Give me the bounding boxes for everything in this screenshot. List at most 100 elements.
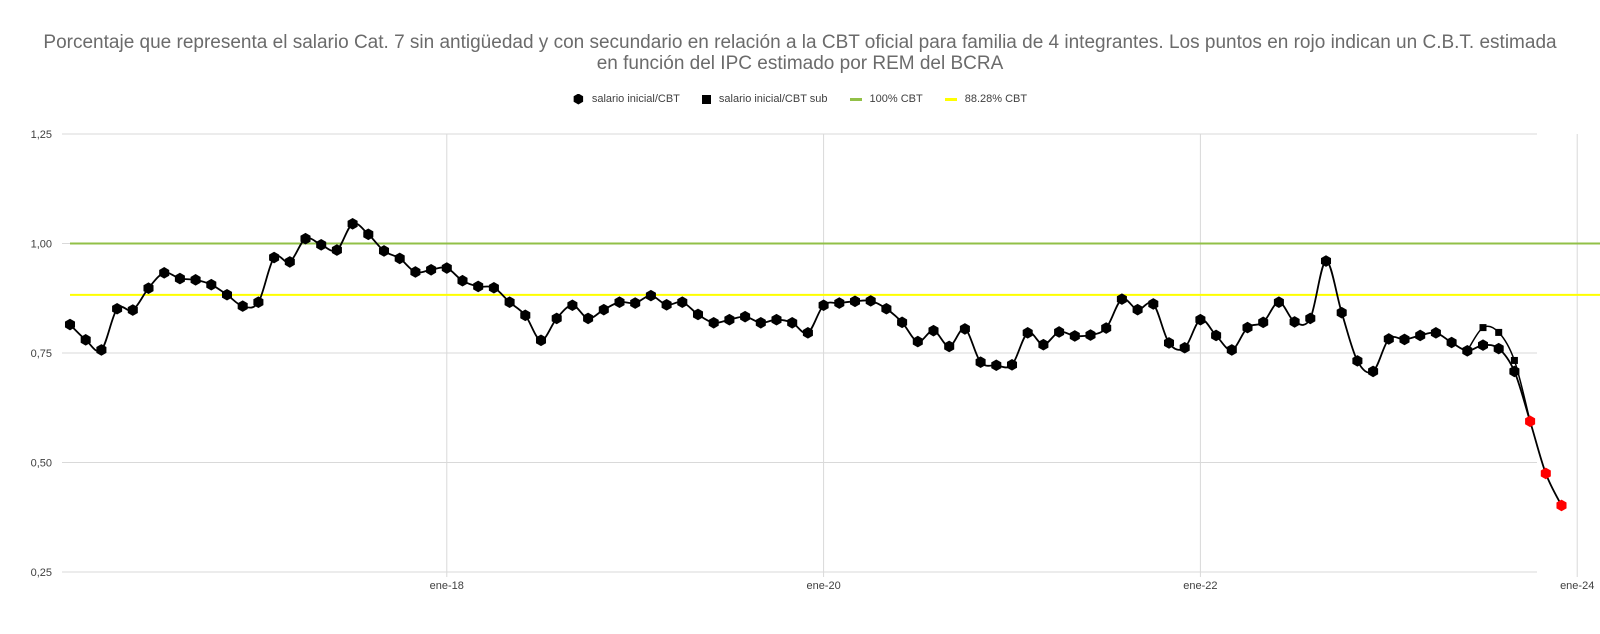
- data-point: [520, 309, 531, 322]
- data-point: [1132, 303, 1143, 316]
- data-point: [692, 308, 704, 321]
- legend-label: salario inicial/CBT sub: [718, 93, 828, 105]
- data-point: [112, 302, 123, 315]
- data-point: [1101, 322, 1112, 334]
- data-point: [1148, 298, 1159, 310]
- data-point: [1399, 333, 1410, 346]
- legend-label: salario inicial/CBT: [591, 93, 680, 105]
- legend: salario inicial/CBT salario inicial/CBT …: [0, 93, 1600, 105]
- data-point: [1054, 326, 1065, 338]
- data-point: [1258, 316, 1269, 329]
- y-tick-label: 1,25: [31, 129, 52, 141]
- data-point: [1195, 313, 1206, 326]
- data-point: [865, 295, 876, 307]
- data-point: [127, 304, 138, 316]
- data-point: [1462, 345, 1473, 357]
- data-point: [583, 312, 594, 325]
- data-point: [378, 245, 390, 257]
- data-point-estimated: [1556, 499, 1567, 512]
- data-point: [535, 334, 547, 347]
- data-point: [80, 334, 91, 346]
- x-tick-label: ene-22: [1183, 580, 1217, 592]
- legend-line-marker: [944, 97, 957, 101]
- data-point: [551, 312, 562, 325]
- data-point: [473, 280, 484, 293]
- data-point: [708, 316, 719, 329]
- data-point: [645, 289, 656, 302]
- data-point: [928, 324, 939, 337]
- data-point: [1430, 327, 1441, 339]
- data-point: [300, 232, 311, 245]
- data-point: [1305, 312, 1316, 325]
- data-point: [567, 299, 578, 312]
- data-point: [1273, 296, 1284, 308]
- data-point: [1242, 321, 1253, 334]
- data-point-sub: [1495, 328, 1503, 336]
- x-tick-label: ene-18: [430, 580, 464, 592]
- data-point: [504, 296, 515, 308]
- data-point: [1211, 329, 1222, 342]
- data-point: [724, 313, 735, 326]
- data-point: [1289, 316, 1300, 328]
- series-line-salario-cbt: [69, 222, 1563, 506]
- data-point: [1179, 341, 1190, 354]
- data-point: [64, 318, 76, 331]
- data-point: [959, 323, 970, 335]
- data-point-sub: [1479, 324, 1487, 332]
- data-point: [190, 274, 201, 286]
- data-point: [1477, 339, 1489, 351]
- legend-item-88-cbt: 88.28% CBT: [944, 93, 1028, 105]
- data-point: [630, 297, 641, 309]
- data-point: [661, 299, 672, 311]
- data-point: [1163, 337, 1175, 349]
- data-point: [1446, 336, 1457, 349]
- data-point: [944, 340, 955, 353]
- data-point: [237, 300, 248, 312]
- data-point: [426, 263, 437, 276]
- data-point: [1116, 293, 1127, 305]
- data-point: [96, 344, 107, 356]
- y-tick-label: 1,00: [31, 239, 52, 251]
- data-point: [614, 296, 625, 308]
- data-point: [818, 299, 829, 312]
- data-point: [787, 316, 798, 329]
- legend-label: 100% CBT: [869, 93, 923, 105]
- data-point: [912, 335, 923, 348]
- data-point: [1022, 327, 1033, 339]
- data-point-estimated: [1540, 467, 1551, 480]
- data-point: [881, 302, 892, 315]
- data-point: [991, 359, 1002, 372]
- data-point: [1352, 355, 1363, 367]
- data-point: [677, 296, 688, 308]
- data-point: [1493, 342, 1504, 355]
- chart-title: Porcentaje que representa el salario Cat…: [43, 32, 1557, 74]
- data-point: [394, 252, 405, 265]
- legend-square-marker: [701, 94, 711, 104]
- data-point: [143, 282, 154, 294]
- data-point: [1336, 306, 1347, 319]
- data-point: [1038, 338, 1049, 351]
- data-point: [269, 251, 280, 264]
- data-point: [206, 278, 217, 291]
- legend-item-salario-cbt: salario inicial/CBT: [573, 93, 680, 105]
- data-point: [802, 327, 813, 339]
- data-point: [1069, 330, 1080, 342]
- series-line-salario-cbt-sub: [1466, 325, 1531, 422]
- data-point: [1383, 333, 1394, 345]
- data-point: [1226, 344, 1237, 356]
- data-point: [457, 274, 468, 287]
- legend-label: 88.28% CBT: [964, 93, 1028, 105]
- data-point: [331, 244, 342, 256]
- legend-hexagon-marker: [573, 93, 584, 105]
- data-point: [897, 316, 908, 329]
- data-point: [740, 310, 751, 323]
- data-point: [1006, 359, 1018, 371]
- data-point: [1085, 329, 1096, 341]
- data-point: [975, 356, 986, 368]
- data-point-sub: [1510, 356, 1518, 364]
- data-point: [1368, 365, 1379, 378]
- legend-item-salario-cbt-sub: salario inicial/CBT sub: [701, 93, 828, 105]
- data-point: [755, 316, 766, 329]
